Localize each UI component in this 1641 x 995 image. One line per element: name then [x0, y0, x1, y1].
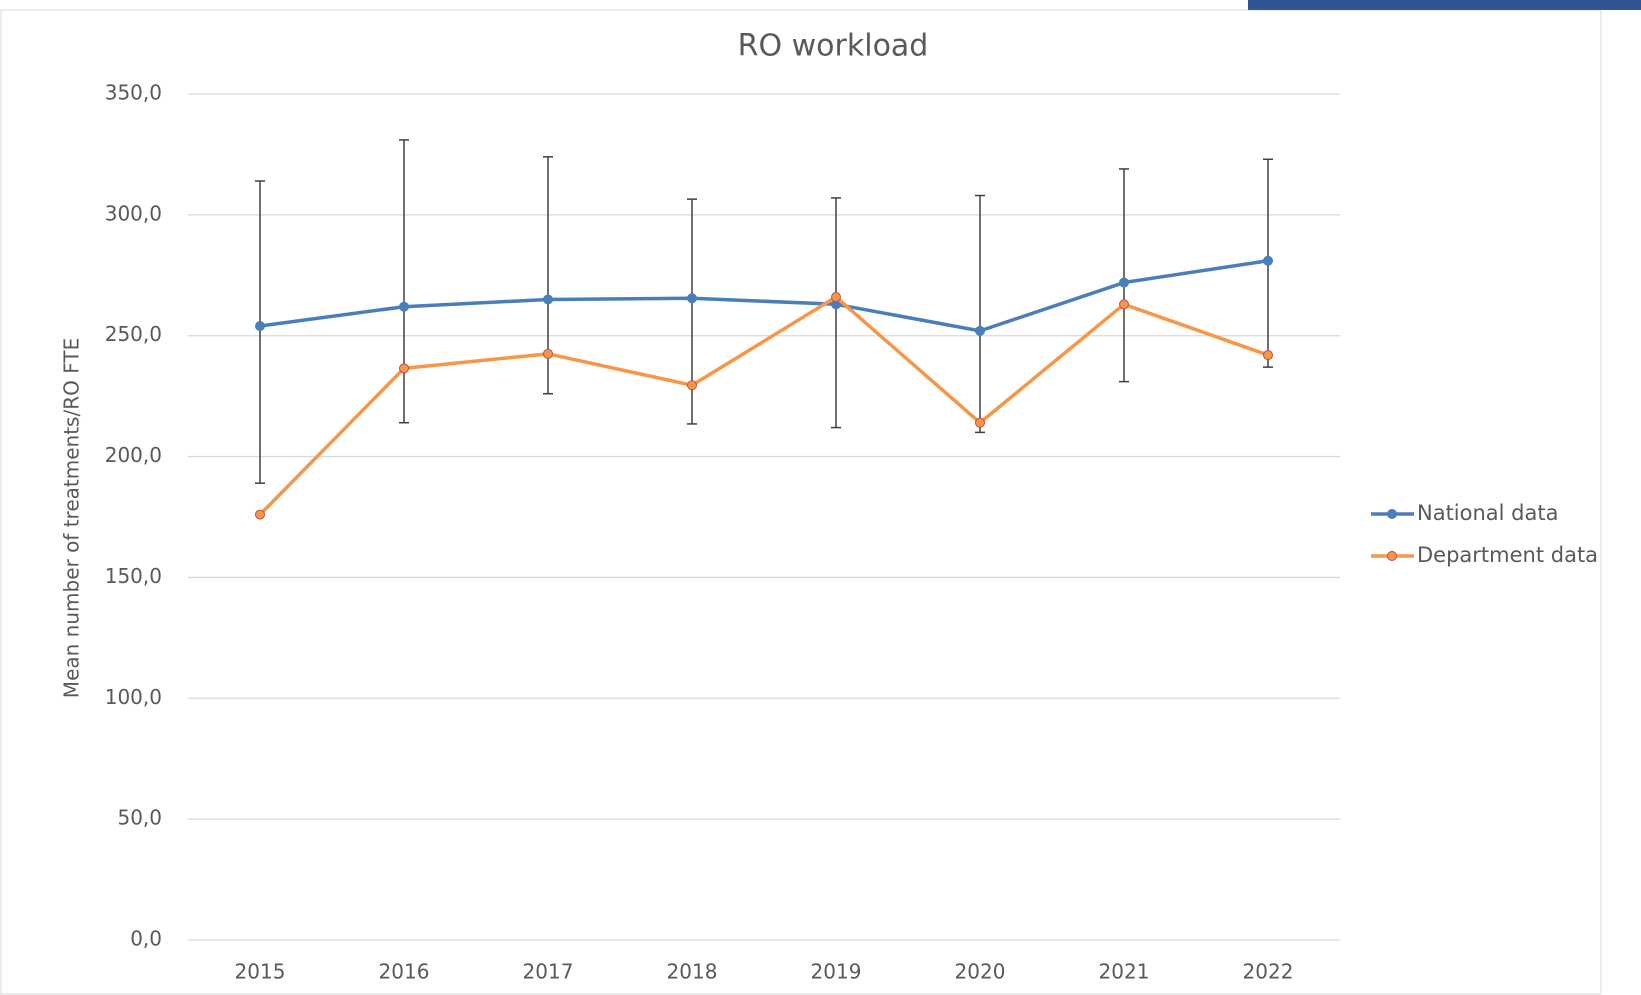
data-point	[543, 294, 553, 305]
data-point	[543, 348, 553, 359]
y-tick-label: 150,0	[105, 564, 162, 588]
data-point	[975, 325, 985, 336]
y-tick-label: 100,0	[105, 685, 162, 709]
error-bar	[399, 139, 409, 424]
data-point	[687, 293, 697, 304]
data-point	[255, 321, 265, 332]
data-point	[1119, 277, 1129, 288]
data-point	[831, 292, 841, 303]
y-tick-label: 300,0	[105, 201, 162, 225]
error-bar	[255, 180, 265, 484]
x-tick-label: 2020	[955, 960, 1006, 984]
chart-frame	[0, 9, 1602, 995]
x-tick-label: 2018	[667, 960, 718, 984]
chart-title: RO workload	[738, 29, 929, 64]
background-window	[1248, 0, 1641, 10]
data-point	[255, 509, 265, 520]
data-point	[1263, 350, 1273, 361]
data-point	[975, 417, 985, 428]
y-tick-label: 0,0	[130, 927, 162, 951]
y-tick-label: 250,0	[105, 322, 162, 346]
data-point	[399, 363, 409, 374]
data-point	[399, 301, 409, 312]
error-bar	[1119, 168, 1129, 383]
legend-label: National data	[1417, 501, 1558, 525]
data-point	[1119, 299, 1129, 310]
x-tick-label: 2017	[523, 960, 574, 984]
data-point	[687, 380, 697, 391]
x-tick-label: 2019	[811, 960, 862, 984]
series-line	[258, 295, 1269, 516]
error-bar	[975, 194, 985, 434]
series-line	[259, 259, 1269, 333]
error-bar	[831, 197, 841, 429]
legend-label: Department data	[1417, 543, 1598, 567]
y-tick-label: 50,0	[117, 806, 162, 830]
x-tick-label: 2016	[379, 960, 430, 984]
y-tick-label: 200,0	[105, 443, 162, 467]
x-tick-label: 2021	[1099, 960, 1150, 984]
x-tick-label: 2015	[235, 960, 286, 984]
legend-marker	[1387, 551, 1397, 561]
data-point	[1263, 255, 1273, 266]
x-tick-label: 2022	[1243, 960, 1294, 984]
y-axis-title: Mean number of treatments/RO FTE	[60, 338, 84, 698]
legend-marker	[1387, 509, 1397, 519]
y-tick-label: 350,0	[105, 81, 162, 105]
